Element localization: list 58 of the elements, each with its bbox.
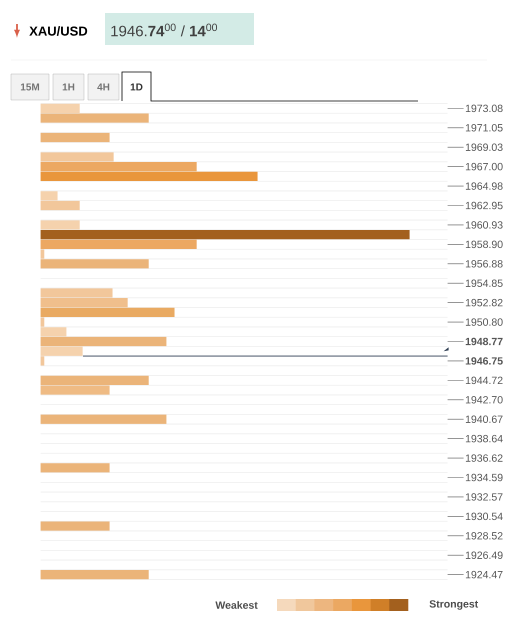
bar bbox=[40, 249, 44, 259]
y-tick-label: 1950.80 bbox=[466, 318, 502, 326]
y-tick-label: 1928.52 bbox=[466, 532, 502, 540]
bar bbox=[40, 317, 44, 327]
y-tick-label: 1960.93 bbox=[466, 221, 502, 229]
bar bbox=[40, 521, 110, 531]
y-tick-label: 1944.72 bbox=[466, 376, 502, 384]
y-tick-label: 1924.47 bbox=[466, 570, 502, 578]
y-tick-label: 1971.05 bbox=[466, 124, 502, 132]
bar bbox=[40, 298, 128, 308]
y-tick-label: 1969.03 bbox=[466, 144, 502, 151]
bar bbox=[40, 356, 44, 366]
y-tick-label: 1948.77 bbox=[466, 338, 502, 346]
bar bbox=[40, 240, 196, 249]
bar bbox=[40, 570, 149, 580]
bar bbox=[40, 463, 110, 472]
y-tick-label: 1973.08 bbox=[466, 104, 502, 112]
bar bbox=[40, 104, 80, 113]
y-tick-label: 1954.85 bbox=[466, 280, 502, 287]
text: 4H bbox=[97, 84, 110, 90]
y-tick-label: 1942.70 bbox=[466, 396, 502, 404]
y-tick-label: 1958.90 bbox=[466, 240, 502, 248]
text: 1H bbox=[62, 84, 74, 90]
bar bbox=[40, 346, 82, 356]
y-tick-label: 1952.82 bbox=[466, 298, 502, 306]
chart-title: XAU/USD bbox=[29, 26, 87, 36]
bar bbox=[40, 308, 174, 317]
bar bbox=[40, 152, 114, 162]
bar bbox=[40, 414, 166, 424]
y-tick-label: 1962.95 bbox=[466, 202, 502, 210]
bar bbox=[40, 259, 149, 268]
bar bbox=[40, 191, 58, 200]
y-tick-label: 1964.98 bbox=[466, 182, 502, 190]
bar bbox=[40, 113, 149, 123]
text: 1D bbox=[130, 84, 142, 90]
y-tick-label: 1934.59 bbox=[466, 474, 502, 482]
y-tick-label: 1932.57 bbox=[466, 493, 502, 501]
y-tick-label: 1940.67 bbox=[466, 416, 502, 423]
bar bbox=[40, 200, 80, 210]
y-tick-label: 1956.88 bbox=[466, 260, 502, 268]
bar bbox=[40, 288, 112, 298]
bar bbox=[40, 162, 196, 172]
bar bbox=[40, 327, 66, 336]
text: Strongest bbox=[429, 600, 478, 610]
y-tick-label: 1967.00 bbox=[466, 162, 502, 170]
chart-subtitle: 1946.74$^{00}$ / 14$^{00}$ bbox=[111, 24, 217, 36]
text: 15M bbox=[20, 84, 39, 90]
y-tick-label: 1936.62 bbox=[466, 454, 502, 462]
bar bbox=[40, 132, 110, 142]
y-tick-label: 1926.49 bbox=[466, 552, 502, 559]
bar bbox=[40, 172, 258, 181]
y-tick-label: 1930.54 bbox=[466, 512, 503, 520]
bar bbox=[40, 230, 410, 240]
y-tick-label: 1946.75 bbox=[466, 357, 503, 365]
bar bbox=[40, 220, 80, 230]
text: Weakest bbox=[215, 601, 258, 609]
y-tick-label: 1938.64 bbox=[466, 434, 503, 442]
bar bbox=[40, 336, 166, 346]
